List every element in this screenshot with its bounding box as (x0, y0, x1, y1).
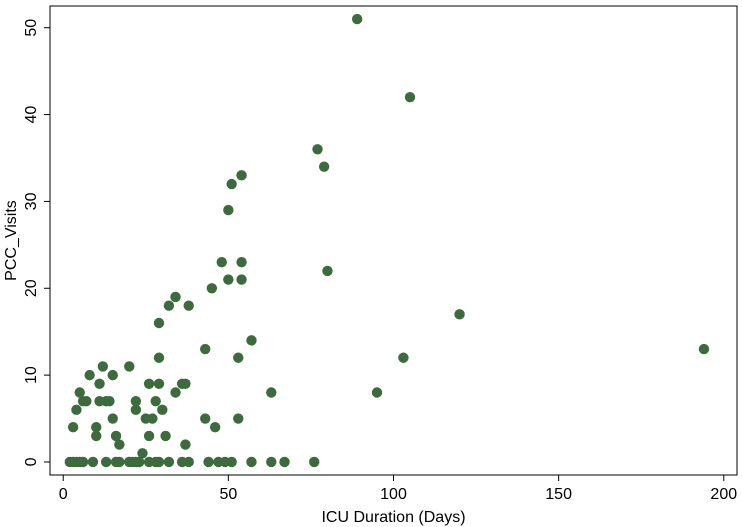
data-point (233, 352, 244, 363)
data-point (404, 91, 416, 103)
data-point (153, 352, 165, 363)
x-tick-label: 50 (219, 486, 237, 503)
data-point (183, 456, 194, 468)
data-points (64, 13, 710, 468)
data-point (160, 430, 171, 442)
y-tick-label: 10 (23, 366, 40, 384)
y-tick-label: 40 (23, 106, 40, 124)
data-point (203, 456, 214, 468)
data-point (110, 430, 122, 442)
data-point (67, 422, 79, 433)
data-point (94, 378, 105, 390)
data-point (143, 430, 155, 442)
data-point (398, 352, 409, 363)
data-point (180, 439, 191, 450)
data-point (130, 395, 142, 407)
y-tick-label: 20 (23, 279, 40, 297)
data-point (236, 257, 247, 268)
y-tick-label: 50 (23, 19, 40, 37)
data-point (246, 456, 257, 468)
y-axis-ticks: 0 10 20 30 40 50 (23, 19, 50, 466)
x-tick-label: 150 (545, 486, 572, 503)
data-point (209, 422, 221, 433)
data-point (454, 309, 465, 320)
data-point (124, 361, 135, 372)
data-point (91, 430, 102, 442)
data-point (180, 378, 191, 390)
data-point (226, 178, 237, 190)
y-tick-label: 0 (23, 457, 40, 466)
data-point (183, 300, 194, 311)
data-point (371, 387, 383, 398)
data-point (91, 422, 102, 433)
data-point (206, 283, 218, 294)
data-point (153, 317, 165, 329)
y-tick-label: 30 (23, 192, 40, 210)
data-point (147, 413, 158, 424)
data-point (233, 413, 244, 424)
data-point (104, 395, 115, 407)
x-tick-label: 200 (710, 486, 737, 503)
data-point (236, 274, 247, 285)
data-point (246, 335, 257, 346)
data-point (150, 395, 161, 407)
data-point (322, 265, 333, 277)
x-axis-ticks: 0 50 100 150 200 (59, 475, 737, 503)
data-point (266, 387, 277, 398)
data-point (87, 456, 99, 468)
data-point (114, 456, 125, 468)
data-point (84, 369, 95, 381)
data-point (157, 404, 168, 416)
data-point (223, 204, 234, 216)
x-tick-label: 0 (59, 486, 68, 503)
data-point (130, 404, 142, 416)
x-tick-label: 100 (380, 486, 407, 503)
data-point (351, 13, 363, 25)
data-point (163, 300, 175, 311)
data-point (309, 456, 320, 468)
data-point (216, 257, 227, 268)
data-point (71, 404, 82, 416)
data-point (698, 343, 710, 355)
data-point (81, 395, 92, 407)
data-point (170, 387, 181, 398)
data-point (100, 456, 112, 468)
data-point (137, 448, 148, 459)
data-point (223, 274, 234, 285)
data-point (200, 343, 211, 355)
data-point (318, 161, 330, 172)
data-point (170, 291, 181, 303)
data-point (74, 387, 85, 398)
data-point (226, 456, 237, 468)
data-point (143, 378, 155, 390)
x-axis-title: ICU Duration (Days) (321, 509, 465, 526)
data-point (266, 456, 277, 468)
data-point (200, 413, 211, 424)
data-point (236, 170, 247, 181)
data-point (97, 361, 109, 372)
data-point (153, 456, 165, 468)
data-point (163, 456, 175, 468)
y-axis-title: PCC_Visits (3, 200, 20, 281)
data-point (133, 456, 145, 468)
data-point (153, 378, 165, 390)
data-point (114, 439, 125, 450)
data-point (107, 369, 118, 381)
data-point (77, 456, 89, 468)
data-point (312, 144, 323, 155)
data-point (279, 456, 290, 468)
data-point (107, 413, 118, 424)
